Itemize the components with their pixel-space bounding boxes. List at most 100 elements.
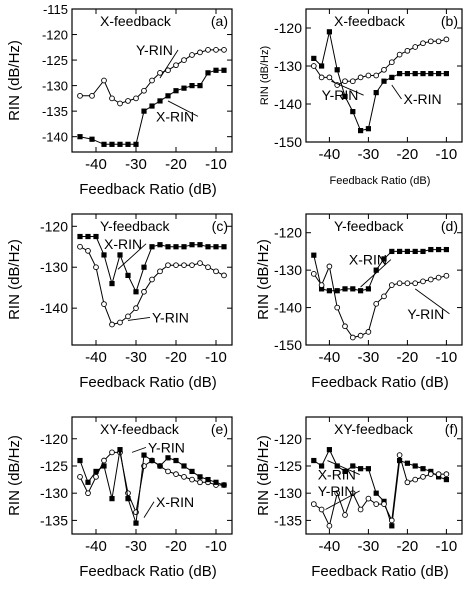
data-point	[197, 242, 203, 248]
data-point	[342, 93, 348, 99]
data-point	[420, 248, 426, 255]
panel-title: X-feedback	[100, 13, 172, 29]
data-point	[357, 506, 364, 513]
data-point	[396, 280, 403, 287]
data-point	[404, 47, 411, 54]
panel-label: (c)	[212, 218, 228, 234]
data-point	[388, 282, 395, 288]
x-tick-label: -40	[319, 146, 341, 163]
data-point	[85, 233, 91, 240]
series-x-rin	[77, 67, 227, 147]
data-point	[436, 246, 442, 253]
data-point	[310, 271, 317, 277]
series-annotation: X-RIN	[349, 252, 387, 268]
data-point	[165, 67, 171, 74]
plot-frame	[305, 416, 463, 535]
annotation-leader	[325, 490, 360, 510]
data-point	[412, 463, 418, 469]
chart-panel-c: -40 -30 -20 -10 -120 -130 -140 Feedback Ratio (…	[6, 213, 233, 391]
data-point	[319, 286, 325, 292]
y-tick-label: -140	[274, 300, 302, 316]
data-point	[357, 74, 364, 81]
data-point	[358, 288, 364, 294]
data-point	[133, 305, 139, 312]
series-annotation: Y-RIN	[318, 483, 355, 499]
data-point	[213, 244, 219, 250]
y-tick-label: -150	[274, 337, 302, 353]
data-point	[125, 313, 131, 320]
data-point	[149, 103, 155, 109]
x-axis-label: Feedback Ratio (dB)	[311, 563, 449, 580]
x-tick-label: -40	[319, 538, 341, 555]
data-point	[173, 88, 179, 94]
data-point	[157, 268, 163, 275]
data-point	[381, 78, 387, 84]
series-annotation: Y-RIN	[152, 309, 189, 325]
data-point	[404, 460, 410, 466]
series-annotation: X-RIN	[104, 236, 142, 252]
panel-title: Y-feedback	[334, 218, 405, 234]
data-point	[197, 260, 203, 266]
chart-panel-e: -40 -30 -20 -10 -120 -125 -130 -135 Feedback Rat…	[6, 416, 233, 580]
series-y-rin	[310, 263, 450, 341]
data-point	[357, 332, 364, 339]
plot-frame	[305, 213, 463, 346]
data-point	[109, 141, 115, 147]
data-point	[428, 246, 434, 253]
series-annotation: X-RIN	[156, 108, 194, 124]
data-point	[435, 38, 442, 45]
data-point	[77, 233, 83, 240]
data-point	[427, 471, 434, 477]
data-point	[77, 474, 83, 480]
data-point	[388, 59, 395, 66]
x-tick-label: -10	[205, 538, 227, 555]
data-point	[349, 334, 356, 341]
panel-label: (b)	[441, 13, 458, 29]
data-point	[427, 276, 434, 283]
annotation-leader	[159, 49, 179, 79]
data-point	[165, 455, 171, 461]
y-tick-label: -125	[274, 458, 302, 474]
data-point	[149, 276, 155, 283]
y-axis-label: RIN (dB/Hz)	[6, 435, 23, 516]
y-tick-label: -130	[274, 262, 302, 278]
data-point	[342, 286, 348, 292]
x-axis-label: Feedback Ratio (dB)	[330, 175, 431, 187]
data-point	[389, 248, 395, 255]
data-point	[334, 490, 341, 497]
y-tick-label: -125	[42, 53, 68, 68]
y-tick-label: -120	[42, 28, 68, 43]
panel-title: X-feedback	[334, 13, 406, 29]
data-point	[310, 63, 317, 69]
data-point	[436, 71, 442, 77]
data-point	[311, 55, 317, 61]
data-point	[365, 72, 372, 79]
data-point	[157, 242, 163, 248]
data-point	[141, 87, 147, 94]
x-tick-label: -30	[358, 538, 380, 555]
y-tick-label: -120	[274, 431, 302, 447]
data-point	[318, 74, 325, 81]
data-point	[365, 495, 372, 502]
data-point	[141, 108, 147, 114]
data-point	[427, 38, 434, 45]
chart-panel-a: -40 -30 -20 -10 -115 -120 -125 -130 -135 -140 Feed…	[6, 2, 233, 198]
data-point	[157, 98, 163, 104]
data-point	[435, 274, 442, 281]
y-tick-label: -135	[42, 104, 68, 119]
data-point	[101, 457, 107, 464]
data-point	[165, 244, 171, 250]
data-point	[326, 522, 333, 529]
data-point	[334, 304, 341, 311]
data-point	[125, 98, 131, 104]
data-point	[205, 264, 211, 271]
data-point	[181, 244, 187, 250]
data-point	[181, 85, 187, 91]
data-point	[350, 109, 356, 115]
series-line	[313, 264, 447, 339]
data-point	[117, 319, 123, 326]
data-point	[334, 67, 340, 73]
data-point	[149, 457, 155, 464]
data-point	[189, 242, 195, 248]
series-x-rin	[311, 246, 449, 294]
